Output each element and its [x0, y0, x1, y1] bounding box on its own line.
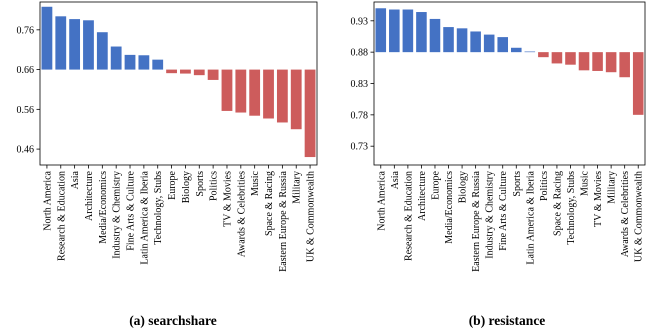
x-tick-label: Media/Economics [444, 171, 455, 244]
x-tick-label: Fine Arts & Culture [498, 170, 509, 250]
bar [443, 27, 454, 53]
y-tick-label: 0.73 [351, 142, 369, 153]
y-tick-label: 0.76 [17, 25, 35, 36]
bar [290, 69, 302, 130]
x-tick-label: Music [580, 170, 591, 196]
bar [221, 69, 233, 111]
bar [632, 52, 644, 115]
x-tick-label: Biology [458, 171, 469, 203]
x-tick-label: Space & Racing [264, 171, 275, 236]
x-tick-label: Latin America & Iberia [525, 170, 536, 264]
bar [276, 69, 288, 123]
axes-frame [39, 1, 318, 166]
bar [69, 19, 81, 70]
x-tick-label: North America [42, 170, 53, 230]
x-tick-label: Eastern Europe & Russia [471, 170, 482, 271]
x-tick-label: Fine Arts & Culture [126, 170, 137, 250]
x-tick-label: TV & Movies [222, 171, 233, 227]
x-tick-label: Research & Education [403, 171, 414, 261]
bar [551, 52, 563, 64]
x-tick-label: Technology, Stubs [566, 171, 577, 245]
x-tick-label: Europe [167, 170, 178, 199]
y-tick-label: 0.46 [17, 145, 35, 156]
x-tick-label: Media/Economics [98, 171, 109, 244]
bar [304, 69, 316, 158]
x-tick-label: Awards & Celebrities [236, 171, 247, 257]
bar [263, 69, 274, 119]
bar [166, 69, 177, 74]
bar [470, 31, 481, 53]
chart-caption: (b) resistance [469, 313, 546, 328]
bar [619, 52, 630, 78]
x-tick-label: Architecture [417, 170, 428, 221]
bar [249, 69, 261, 116]
x-tick-label: Sports [512, 171, 523, 197]
bar [55, 16, 67, 70]
bar [456, 28, 468, 53]
bar [565, 52, 576, 65]
bar [497, 37, 509, 53]
bar [402, 9, 414, 53]
bar [524, 51, 536, 53]
x-tick-label: Eastern Europe & Russia [278, 170, 289, 271]
chart-panel-1: 0.46 0.56 0.66 0.76 North America Research & … [17, 1, 318, 328]
x-tick-label: Politics [539, 171, 550, 201]
x-tick-label: UK & Commonwealth [306, 171, 317, 262]
x-tick-label: Asia [390, 170, 401, 189]
x-tick-label: Biology [181, 171, 192, 203]
x-tick-label: Latin America & Iberia [139, 170, 150, 264]
y-tick-label: 0.56 [17, 105, 35, 116]
x-tick-label: Awards & Celebrities [620, 171, 631, 257]
x-tick-label: Asia [70, 170, 81, 189]
x-tick-label: Politics [209, 171, 220, 201]
x-tick-label: Industry & Chemistry [112, 171, 123, 259]
bar [429, 18, 441, 53]
x-tick-label: Military [292, 171, 303, 204]
bar [193, 69, 205, 76]
bar [483, 34, 495, 53]
bar [41, 6, 53, 70]
chart-caption: (a) searchshare [129, 313, 217, 328]
x-tick-label: Music [250, 170, 261, 196]
bar [592, 52, 603, 71]
x-tick-label: Military [607, 171, 618, 204]
x-tick-label: Space & Racing [552, 171, 563, 236]
x-tick-label: Technology, Stubs [153, 171, 164, 245]
x-tick-label: North America [376, 170, 387, 230]
bar [180, 69, 191, 74]
x-tick-label: Research & Education [56, 171, 67, 261]
bar [152, 59, 164, 70]
axes-frame [373, 1, 646, 166]
y-tick-label: 0.78 [351, 110, 369, 121]
y-tick-label: 0.93 [351, 16, 369, 27]
y-tick-label: 0.83 [351, 79, 369, 90]
x-tick-label: TV & Movies [593, 171, 604, 227]
x-tick-label: Europe [430, 170, 441, 199]
bar [110, 46, 122, 70]
bar [124, 54, 136, 70]
bar [207, 69, 219, 80]
bar [578, 52, 590, 71]
y-tick-label: 0.88 [351, 48, 369, 59]
chart-panel-2: 0.73 0.78 0.83 0.88 0.93 North America Asia Res… [351, 1, 646, 328]
x-tick-label: Sports [195, 171, 206, 197]
bar [138, 55, 150, 70]
bar [510, 47, 522, 53]
y-tick-label: 0.66 [17, 65, 35, 76]
bar [83, 20, 94, 70]
bar [605, 52, 617, 73]
bar [538, 52, 549, 58]
bar [96, 32, 108, 70]
bar [389, 9, 400, 53]
x-tick-label: Architecture [84, 170, 95, 221]
bar [416, 12, 427, 53]
bar [375, 8, 387, 53]
x-tick-label: UK & Commonwealth [634, 171, 645, 262]
bar [235, 69, 247, 113]
x-tick-label: Industry & Chemistry [485, 171, 496, 259]
